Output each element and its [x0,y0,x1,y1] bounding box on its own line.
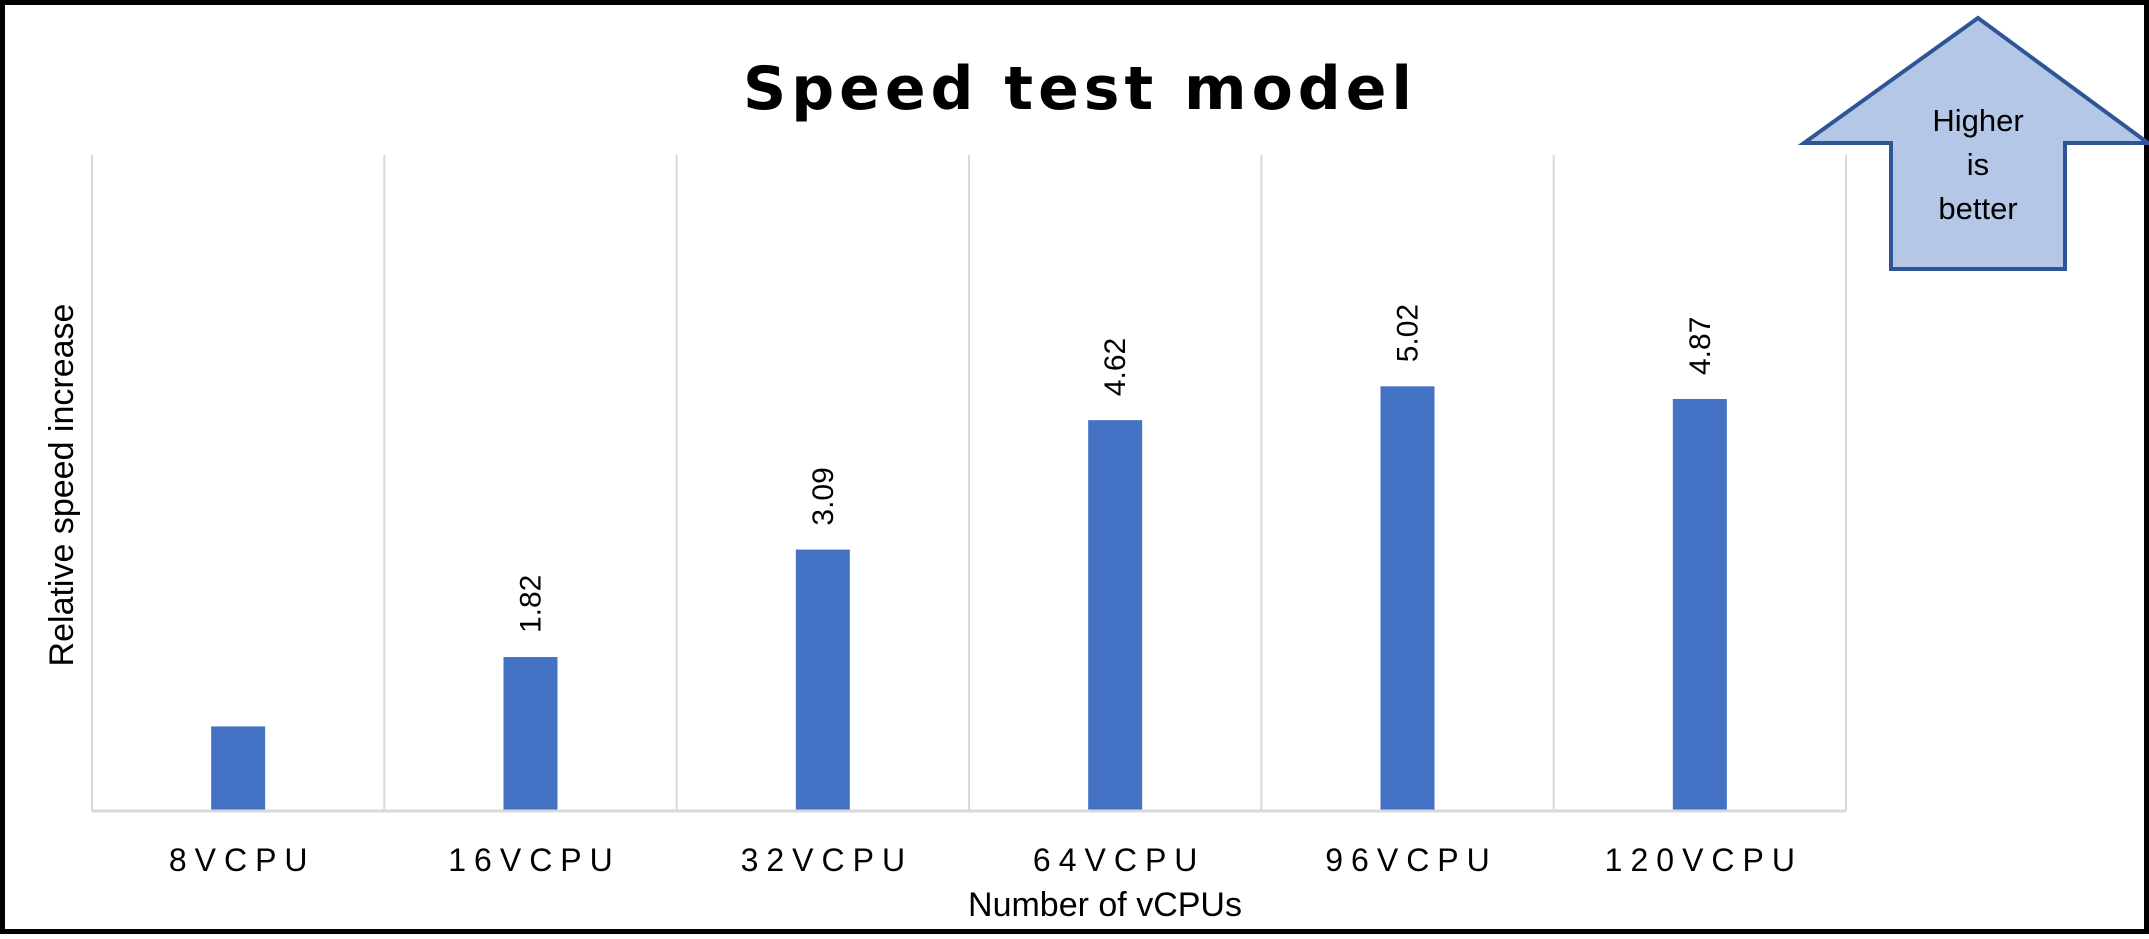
data-label-16vcpu: 1.82 [515,575,548,633]
data-label-32vcpu: 3.09 [807,467,840,525]
bar-32vcpu [795,549,850,811]
arrow-text-line-1: Higher [1932,103,2023,138]
data-label-120vcpu: 4.87 [1684,317,1717,375]
x-tick-label-16vcpu: 16VCPU [448,842,621,878]
x-tick-label-8vcpu: 8VCPU [169,842,316,878]
gridlines [91,155,1847,811]
bar-120vcpu [1672,398,1727,811]
data-label-96vcpu: 5.02 [1392,304,1425,362]
x-tick-label-96vcpu: 96VCPU [1325,842,1498,878]
x-tick-labels: 8VCPU 16VCPU 32VCPU 64VCPU 96VCPU 120VCPU [169,842,1803,878]
x-tick-label-120vcpu: 120VCPU [1605,842,1803,878]
bar-64vcpu [1088,420,1143,811]
bar-16vcpu [503,657,558,811]
bar-chart: Speed test model 1.82 3.09 4.62 5.02 4.87 8V… [43,15,2149,924]
bar-96vcpu [1380,386,1435,811]
arrow-text-line-2: is [1967,147,1989,182]
up-arrow-icon [1797,15,2149,271]
y-axis-title: Relative speed increase [43,304,81,667]
bar-8vcpu [211,726,266,811]
x-tick-label-32vcpu: 32VCPU [741,842,914,878]
bars [211,386,1727,811]
x-tick-label-64vcpu: 64VCPU [1033,842,1206,878]
data-labels: 1.82 3.09 4.62 5.02 4.87 [515,304,1717,633]
arrow-text-line-3: better [1938,191,2017,226]
chart-title: Speed test model [743,54,1417,124]
data-label-64vcpu: 4.62 [1099,338,1132,396]
higher-is-better-arrow: Higher is better [1797,15,2149,271]
x-axis-title: Number of vCPUs [968,886,1242,924]
